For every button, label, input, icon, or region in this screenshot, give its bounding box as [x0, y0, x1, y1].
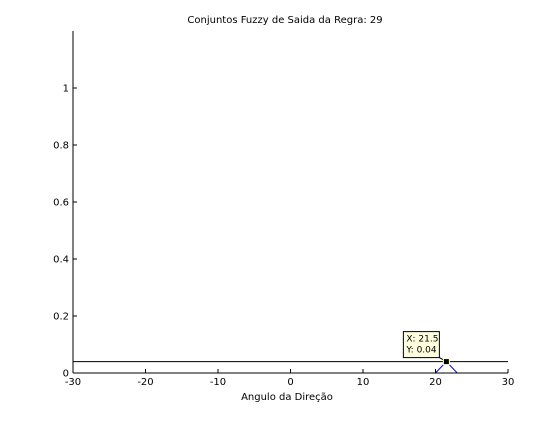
y-tick-label: 1 [63, 84, 69, 95]
x-tick-label: 0 [287, 377, 293, 388]
x-axis-title: Angulo da Direção [241, 392, 333, 403]
x-tick-label: -30 [65, 377, 81, 388]
chart-title: Conjuntos Fuzzy de Saida da Regra: 29 [187, 15, 382, 26]
plot-background [73, 31, 508, 373]
datatip-x-text: X: 21.5 [406, 335, 438, 345]
datatip-y-text: Y: 0.04 [405, 346, 437, 356]
y-tick-label: 0.8 [53, 141, 69, 152]
datatip-marker [442, 358, 450, 366]
y-tick-label: 0.2 [53, 312, 69, 323]
y-tick-label: 0.6 [53, 198, 69, 209]
y-tick-label: 0 [63, 369, 69, 380]
x-tick-label: -10 [210, 377, 226, 388]
x-tick-label: -20 [137, 377, 153, 388]
x-tick-label: 30 [502, 377, 515, 388]
axes-layer: -30 -20 -10 0 10 20 30 0 0.2 0.4 0.6 0.8 1 [53, 31, 514, 388]
datatip[interactable]: X: 21.5Y: 0.04 [402, 331, 450, 366]
datatip-box [402, 331, 440, 359]
x-tick-label: 20 [429, 377, 442, 388]
y-tick-label: 0.4 [53, 255, 69, 266]
x-tick-label: 10 [357, 377, 370, 388]
plot-area [73, 31, 508, 373]
